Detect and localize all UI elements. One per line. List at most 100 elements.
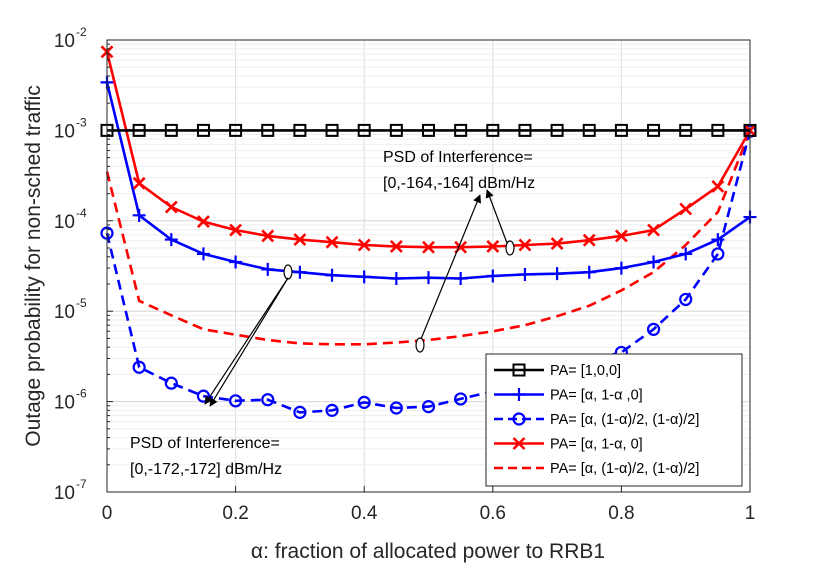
series-1 bbox=[100, 75, 757, 285]
data-point bbox=[164, 233, 178, 247]
data-point bbox=[325, 403, 339, 417]
y-tick-exponent: -5 bbox=[76, 296, 87, 310]
annotation-ellipse bbox=[415, 337, 425, 353]
y-tick-label: 10 bbox=[54, 393, 75, 414]
data-point bbox=[132, 123, 146, 137]
series-3 bbox=[100, 45, 757, 254]
legend: PA= [1,0,0] PA= [α, 1-α ,0] PA= [α, (1-α)/… bbox=[485, 353, 743, 487]
data-point bbox=[196, 123, 210, 137]
annotation-ellipse bbox=[283, 264, 293, 280]
annotation-arrow bbox=[209, 277, 289, 407]
legend-marker bbox=[512, 363, 526, 377]
annotation-ellipse bbox=[505, 240, 515, 256]
series-line bbox=[105, 130, 752, 414]
data-point bbox=[454, 272, 468, 285]
data-point bbox=[711, 123, 725, 137]
y-tick-label: 10 bbox=[54, 212, 75, 233]
data-point bbox=[389, 401, 403, 415]
data-point bbox=[711, 233, 725, 247]
legend-label: PA= [α, 1-α ,0] bbox=[550, 388, 643, 404]
data-point bbox=[357, 270, 371, 284]
x-tick-label: 0 bbox=[102, 503, 113, 524]
data-point bbox=[229, 394, 243, 408]
data-point bbox=[454, 392, 468, 406]
data-point bbox=[582, 123, 596, 137]
data-point bbox=[422, 271, 435, 285]
data-point bbox=[711, 247, 725, 261]
series-4 bbox=[105, 130, 752, 346]
x-axis-label: α: fraction of allocated power to RRB1 bbox=[251, 540, 605, 563]
data-point bbox=[261, 123, 275, 137]
data-point bbox=[132, 176, 146, 190]
y-tick-exponent: -3 bbox=[76, 115, 87, 129]
data-point bbox=[389, 272, 403, 285]
data-point bbox=[422, 240, 435, 254]
x-tick-label: 0.6 bbox=[480, 503, 506, 524]
data-point bbox=[164, 376, 178, 390]
data-point bbox=[293, 265, 307, 279]
data-point bbox=[422, 123, 435, 137]
data-point bbox=[229, 255, 243, 269]
x-tick-label: 0.2 bbox=[222, 503, 248, 524]
data-point bbox=[614, 123, 628, 137]
data-point bbox=[679, 247, 693, 261]
data-point bbox=[518, 267, 532, 281]
data-point bbox=[357, 395, 371, 409]
legend-label: PA= [α, (1-α)/2, (1-α)/2] bbox=[550, 412, 699, 428]
data-point bbox=[679, 123, 693, 137]
legend-marker bbox=[512, 412, 526, 426]
data-point bbox=[293, 233, 307, 246]
legend-label: PA= [α, 1-α, 0] bbox=[550, 437, 643, 453]
legend-entry: PA= [α, (1-α)/2, (1-α)/2] bbox=[494, 412, 699, 428]
data-point bbox=[614, 229, 628, 243]
annotation-text: PSD of Interference= bbox=[383, 149, 533, 166]
data-point bbox=[197, 215, 210, 229]
data-point bbox=[550, 237, 564, 250]
x-tick-label: 0.8 bbox=[608, 503, 634, 524]
series-0 bbox=[100, 123, 757, 137]
data-point bbox=[679, 292, 693, 307]
data-point bbox=[325, 268, 339, 282]
annotation-text: [0,-172,-172] dBm/Hz bbox=[130, 461, 282, 478]
y-tick-exponent: -2 bbox=[76, 25, 87, 39]
data-point bbox=[261, 229, 275, 243]
data-point bbox=[357, 238, 371, 252]
y-tick-exponent: -4 bbox=[76, 206, 87, 220]
y-tick-label: 10 bbox=[54, 31, 75, 52]
y-tick-label: 10 bbox=[54, 121, 75, 142]
data-point bbox=[518, 238, 532, 252]
x-tick-label: 0.4 bbox=[351, 503, 378, 524]
data-point bbox=[164, 200, 178, 214]
data-point bbox=[647, 223, 660, 237]
legend-label: PA= [1,0,0] bbox=[550, 363, 621, 379]
data-point bbox=[582, 265, 596, 279]
plot-frame bbox=[106, 39, 751, 493]
annotations: PSD of Interference= [0,-164,-164] dBm/Hz… bbox=[130, 149, 535, 478]
legend-marker bbox=[512, 437, 526, 450]
data-point bbox=[325, 123, 339, 137]
legend-entry: PA= [α, 1-α, 0] bbox=[494, 437, 643, 453]
annotation-arrow bbox=[420, 194, 482, 340]
x-tick-label: 1 bbox=[745, 503, 756, 524]
y-tick-exponent: -6 bbox=[76, 387, 87, 401]
data-point bbox=[229, 223, 243, 237]
data-point bbox=[550, 267, 564, 281]
data-point bbox=[518, 123, 532, 137]
legend-entry: PA= [α, (1-α)/2, (1-α)/2] bbox=[494, 461, 699, 477]
data-point bbox=[293, 123, 307, 137]
legend-marker bbox=[512, 388, 526, 401]
data-point bbox=[550, 123, 564, 137]
data-point bbox=[486, 240, 500, 253]
legend-entry: PA= [α, 1-α ,0] bbox=[494, 388, 643, 404]
data-point bbox=[293, 405, 307, 419]
data-point bbox=[486, 269, 500, 283]
data-point bbox=[421, 400, 436, 414]
data-point bbox=[582, 233, 596, 247]
annotation-text: [0,-164,-164] dBm/Hz bbox=[383, 175, 535, 192]
data-point bbox=[325, 235, 339, 249]
series-layer bbox=[100, 45, 757, 419]
data-point bbox=[261, 262, 275, 276]
data-point bbox=[164, 123, 178, 137]
y-tick-label: 10 bbox=[54, 483, 75, 504]
annotation-text: PSD of Interference= bbox=[130, 435, 280, 452]
